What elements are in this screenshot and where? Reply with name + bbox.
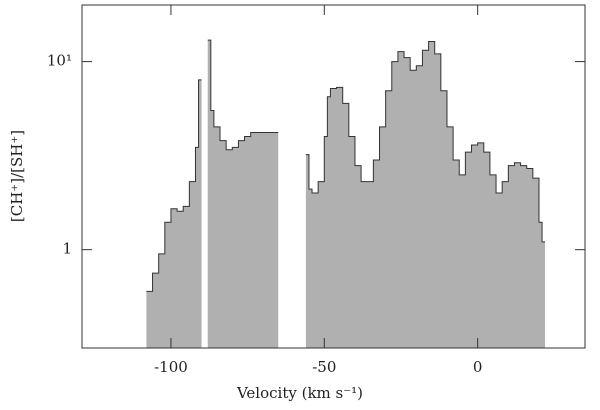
y-tick-label: 1 (62, 240, 72, 258)
y-axis-label: [CH⁺]/[SH⁺] (8, 130, 26, 222)
line (207, 39, 279, 151)
x-axis-label: Velocity (km s⁻¹) (236, 384, 363, 402)
x-tick-label: -100 (154, 358, 188, 376)
x-tick-label: -50 (312, 358, 336, 376)
y-tick-label: 10¹ (47, 52, 72, 70)
x-tick-label: 0 (473, 358, 483, 376)
plot-frame (81, 4, 586, 349)
line (146, 79, 202, 292)
area (207, 40, 279, 348)
area (305, 41, 546, 348)
line (305, 40, 546, 243)
area (146, 79, 202, 348)
